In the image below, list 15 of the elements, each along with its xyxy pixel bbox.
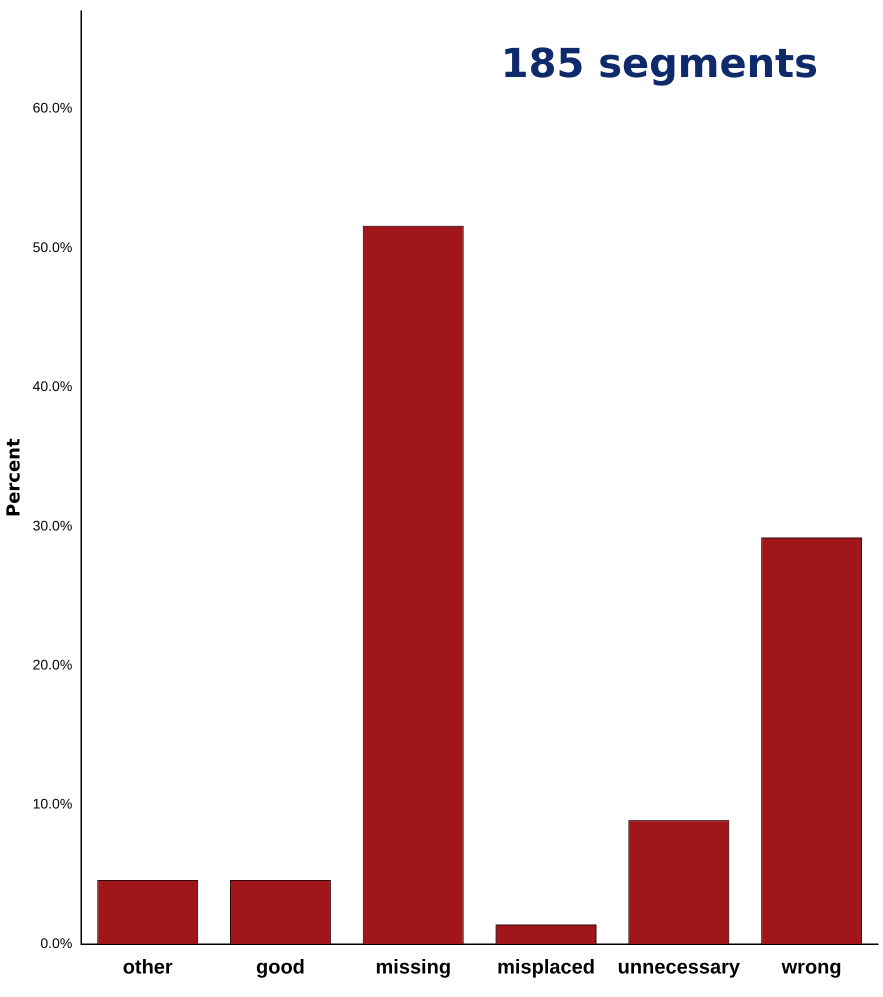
y-tick-label: 30.0% [32, 517, 72, 534]
y-tick-label: 50.0% [32, 238, 72, 255]
x-tick-label: misplaced [497, 956, 595, 979]
x-tick-label: other [122, 956, 173, 979]
y-tick-label: 0.0% [40, 934, 72, 951]
x-tick-label: good [256, 956, 305, 979]
y-tick-label: 40.0% [32, 378, 72, 394]
x-tick-label: missing [375, 956, 452, 979]
y-tick-label: 60.0% [32, 100, 72, 116]
annotation: 185 segments [500, 40, 818, 87]
x-tick-label: unnecessary [618, 956, 741, 979]
y-axis-title: Percent [3, 438, 24, 517]
y-tick-label: 20.0% [32, 656, 72, 672]
y-tick-label: 10.0% [32, 796, 72, 812]
x-tick-label: wrong [780, 956, 842, 979]
